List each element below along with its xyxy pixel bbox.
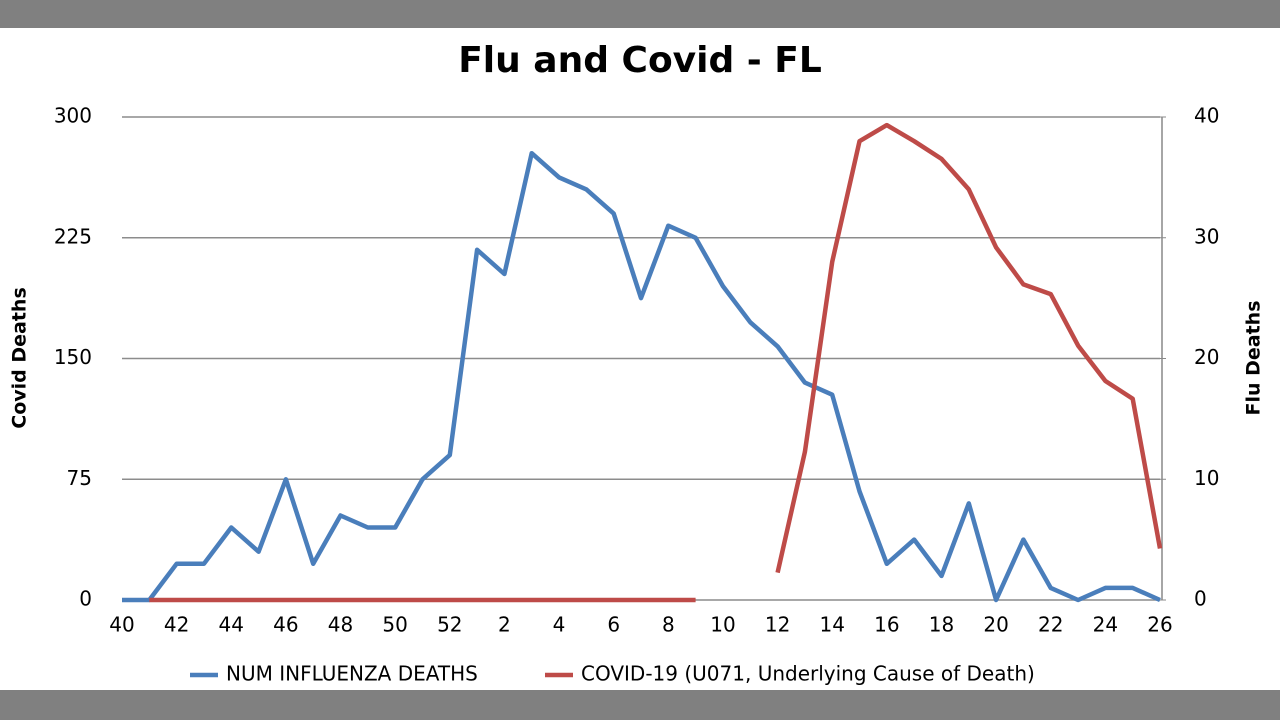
x-tick-label: 4 (553, 613, 566, 637)
x-tick-label: 50 (382, 613, 407, 637)
x-tick-label: 18 (929, 613, 954, 637)
x-tick-label: 20 (983, 613, 1008, 637)
x-tick-label: 24 (1093, 613, 1118, 637)
x-tick-label: 44 (219, 613, 244, 637)
x-tick-label: 12 (765, 613, 790, 637)
x-tick-label: 52 (437, 613, 462, 637)
series-line (122, 150, 1161, 603)
series-line (149, 122, 1163, 603)
x-tick-label: 6 (607, 613, 620, 637)
y-tick-label: 300 (54, 104, 92, 128)
x-tick-label: 8 (662, 613, 675, 637)
y2-tick-label: 0 (1194, 587, 1207, 611)
y-axis-title: Covid Deaths (9, 287, 31, 429)
x-tick-label: 40 (109, 613, 134, 637)
y2-tick-label: 20 (1194, 345, 1219, 369)
y2-axis-title: Flu Deaths (1243, 300, 1265, 415)
y-tick-label: 225 (54, 224, 92, 248)
x-tick-label: 22 (1038, 613, 1063, 637)
x-tick-label: 42 (164, 613, 189, 637)
x-tick-label: 48 (328, 613, 353, 637)
y-tick-label: 0 (79, 587, 92, 611)
y2-tick-label: 10 (1194, 466, 1219, 490)
chart-title: Flu and Covid - FL (458, 40, 822, 81)
x-tick-label: 26 (1147, 613, 1172, 637)
y-tick-label: 150 (54, 345, 92, 369)
y2-tick-label: 40 (1194, 104, 1219, 128)
x-tick-label: 16 (874, 613, 899, 637)
x-tick-label: 2 (498, 613, 511, 637)
x-tick-label: 14 (819, 613, 844, 637)
legend-label: COVID-19 (U071, Underlying Cause of Deat… (581, 662, 1035, 686)
legend-label: NUM INFLUENZA DEATHS (226, 662, 478, 686)
x-tick-label: 46 (273, 613, 298, 637)
y2-tick-label: 30 (1194, 224, 1219, 248)
x-tick-label: 10 (710, 613, 735, 637)
y-tick-label: 75 (67, 466, 92, 490)
